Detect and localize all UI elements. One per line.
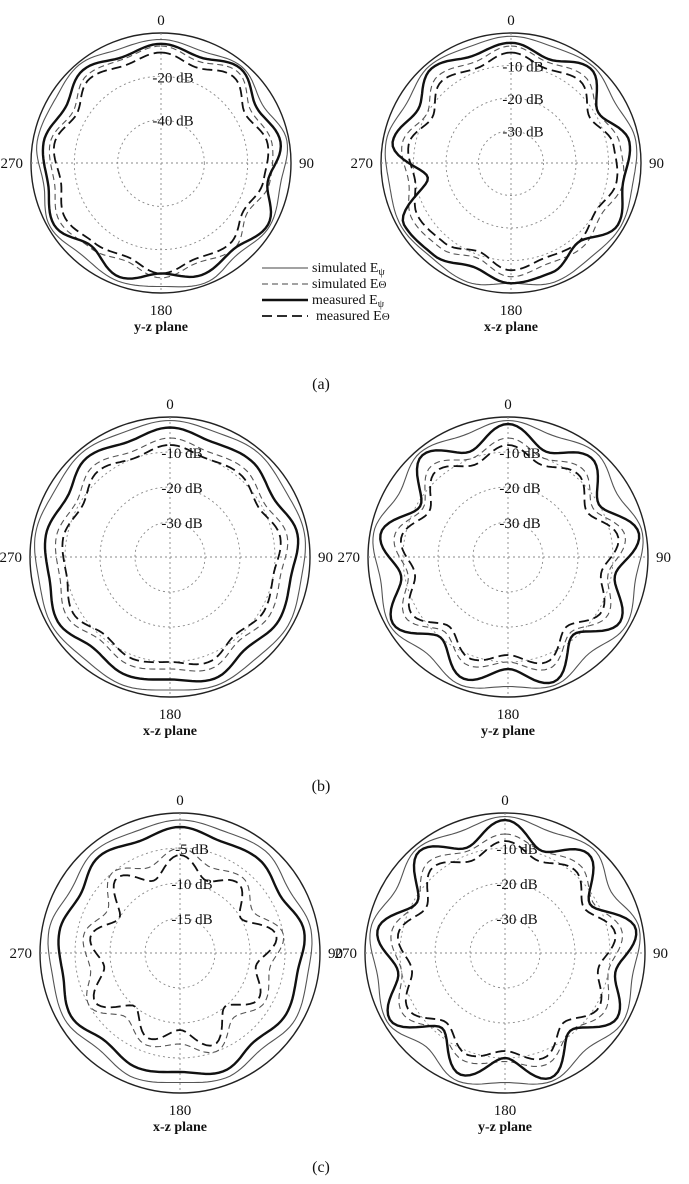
series-thin-dashed	[82, 847, 285, 1054]
ring-label: -30 dB	[496, 912, 537, 928]
ring-label: -10 dB	[171, 877, 212, 893]
legend-label-simulated-e-theta: simulated EΘ	[312, 277, 387, 292]
series-thick-dashed	[61, 444, 282, 666]
angle-label-0: 0	[176, 793, 184, 809]
ring-label: -10 dB	[161, 446, 202, 462]
plane-label: y-z plane	[478, 1120, 532, 1135]
series-thin-solid	[372, 419, 644, 689]
series-thin-dashed	[401, 45, 625, 278]
series-thin-solid	[34, 419, 306, 691]
plane-label: x-z plane	[143, 724, 197, 739]
series-thick-dashed	[396, 840, 617, 1061]
caption-b: (b)	[312, 778, 331, 795]
series-thick-solid	[43, 426, 300, 683]
ring-label: -20 dB	[499, 481, 540, 497]
series-thick-solid	[391, 41, 632, 285]
polar-plot-c-left: -5 dB -10 dB -15 dB 0 90 180 270 x-z plane	[10, 793, 344, 1135]
grid-ring-3	[478, 130, 544, 196]
legend-label-measured-e-psi: measured Eψ	[312, 293, 385, 310]
ring-label: -20 dB	[496, 877, 537, 893]
caption-c: (c)	[312, 1159, 330, 1176]
angle-label-0: 0	[507, 13, 515, 29]
plane-label: x-z plane	[153, 1120, 207, 1135]
ring-label: -10 dB	[499, 446, 540, 462]
angle-label-0: 0	[504, 397, 512, 413]
ring-label: -20 dB	[161, 481, 202, 497]
ring-label: -15 dB	[171, 912, 212, 928]
angle-label-90: 90	[299, 156, 314, 172]
series-thick-solid	[41, 42, 283, 280]
series-thin-solid	[369, 815, 641, 1085]
polar-plot-b-right: -10 dB -20 dB -30 dB 0 90 180 270 y-z plane	[338, 397, 672, 739]
angle-label-0: 0	[501, 793, 509, 809]
ring-label: -30 dB	[502, 125, 543, 141]
polar-plot-a-right: -10 dB -20 dB -30 dB 0 90 180 270 x-z plane	[351, 13, 665, 335]
angle-label-270: 270	[338, 550, 361, 566]
grid-ring-1	[413, 65, 609, 261]
angle-label-0: 0	[166, 397, 174, 413]
ring-label: -20 dB	[502, 92, 543, 108]
series-thin-dashed	[393, 437, 626, 671]
angle-label-90: 90	[649, 156, 664, 172]
angle-label-0: 0	[157, 13, 165, 29]
series-thick-dashed	[89, 854, 278, 1047]
ring-label: -30 dB	[499, 516, 540, 532]
angle-label-270: 270	[0, 550, 22, 566]
legend: simulated Eψ simulated EΘ measured Eψ me…	[262, 261, 390, 324]
angle-label-90: 90	[656, 550, 671, 566]
angle-label-270: 270	[335, 946, 358, 962]
series-thick-dashed	[407, 51, 619, 272]
series-thick-solid	[57, 825, 306, 1076]
legend-label-simulated-e-psi: simulated Eψ	[312, 261, 386, 278]
plane-label: y-z plane	[481, 724, 535, 739]
angle-label-180: 180	[159, 707, 182, 723]
series-thin-solid	[36, 38, 289, 288]
angle-label-90: 90	[318, 550, 333, 566]
series-thin-solid	[47, 819, 313, 1084]
series-thick-solid	[379, 422, 641, 685]
polar-plot-a-left: -20 dB -40 dB 0 90 180 270 y-z plane	[1, 13, 315, 335]
angle-label-180: 180	[169, 1103, 192, 1119]
series-thin-dashed	[54, 437, 289, 672]
series-thick-solid	[376, 818, 638, 1081]
ring-label: -40 dB	[152, 114, 193, 130]
series-thick-dashed	[399, 444, 620, 665]
angle-label-270: 270	[1, 156, 24, 172]
ring-label: -10 dB	[502, 60, 543, 76]
series-thin-dashed	[48, 45, 274, 279]
polar-plot-b-left: -10 dB -20 dB -30 dB 0 90 180 270 x-z plane	[0, 397, 333, 739]
ring-label: -20 dB	[152, 70, 193, 86]
caption-a: (a)	[312, 376, 330, 393]
angle-label-180: 180	[500, 303, 523, 319]
angle-label-90: 90	[328, 946, 343, 962]
legend-label-measured-e-theta: measured EΘ	[316, 309, 390, 324]
angle-label-180: 180	[494, 1103, 517, 1119]
polar-plot-c-right: -10 dB -20 dB -30 dB 0 90 180 270 y-z plane	[335, 793, 669, 1135]
ring-label: -30 dB	[161, 516, 202, 532]
ring-label: -5 dB	[175, 842, 209, 858]
angle-label-180: 180	[150, 303, 173, 319]
plane-label: y-z plane	[134, 320, 188, 335]
angle-label-180: 180	[497, 707, 520, 723]
series-thin-dashed	[390, 833, 624, 1067]
angle-label-270: 270	[10, 946, 33, 962]
angle-label-270: 270	[351, 156, 374, 172]
angle-label-90: 90	[653, 946, 668, 962]
plane-label: x-z plane	[484, 320, 538, 335]
ring-label: -10 dB	[496, 842, 537, 858]
